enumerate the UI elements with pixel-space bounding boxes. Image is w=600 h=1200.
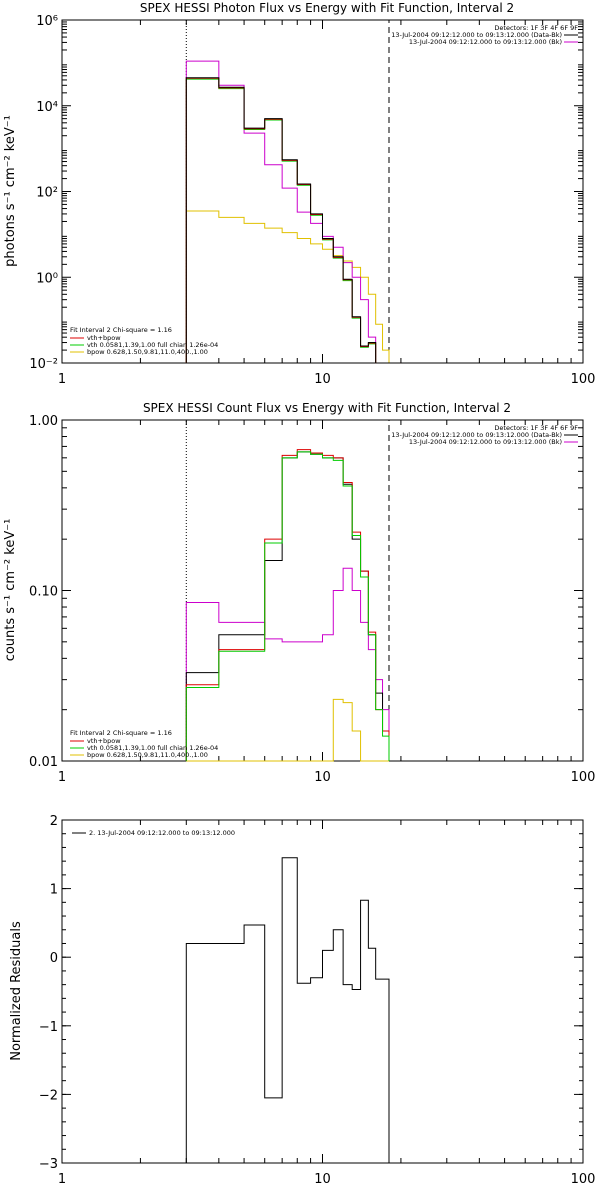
count-panel: SPEX HESSI Count Flux vs Energy with Fit… [3, 401, 595, 785]
photon-legend-header: Detectors: 1F 3F 4F 6F 9F [494, 24, 578, 32]
residuals-xtick-label: 1 [58, 1172, 66, 1187]
residuals-ylabel: Normalized Residuals [9, 921, 24, 1061]
photon-xtick-label: 100 [571, 372, 596, 387]
photon-fit-header: Fit Interval 2 Chi-square = 1.16 [70, 326, 172, 334]
count-x-axis: 1 10 100 [58, 420, 596, 785]
count-xtick-label: 100 [571, 770, 596, 785]
residuals-x-axis: 1 10 100 [58, 820, 596, 1187]
count-series-data [185, 451, 390, 761]
residuals-panel: Normalized Residuals 1 10 100 −3 −2 −1 0 1 2 2.… [9, 814, 595, 1187]
photon-ylabel: photons s⁻¹ cm⁻² keV⁻¹ [3, 115, 18, 267]
residuals-xtick-label: 100 [571, 1172, 596, 1187]
photon-fit-item-total: vth+bpow [87, 334, 121, 342]
photon-xtick-label: 10 [314, 372, 331, 387]
count-series-background [185, 567, 390, 761]
residuals-ytick-label: −1 [39, 1020, 58, 1035]
photon-ytick-label: 10⁴ [36, 100, 58, 115]
count-fit-legend: Fit Interval 2 Chi-square = 1.16 vth+bpo… [70, 729, 218, 759]
count-xtick-label: 10 [314, 770, 331, 785]
photon-plot-frame [61, 19, 584, 364]
photon-title: SPEX HESSI Photon Flux vs Energy with Fi… [140, 1, 514, 15]
photon-panel: SPEX HESSI Photon Flux vs Energy with Fi… [3, 1, 595, 387]
count-series [185, 449, 390, 762]
residuals-ytick-label: −3 [39, 1157, 58, 1172]
count-legend-header: Detectors: 1F 3F 4F 6F 9F [494, 424, 578, 432]
residuals-ytick-label: −2 [39, 1088, 58, 1103]
residuals-series-data [185, 857, 390, 1163]
residuals-ytick-label: 2 [50, 814, 58, 829]
photon-series-bpow [185, 210, 401, 364]
photon-series-data [185, 77, 401, 364]
residuals-ytick-label: 1 [50, 883, 58, 898]
photon-ytick-label: 10⁶ [36, 14, 58, 29]
count-legend-entry-data: 13-Jul-2004 09:12:12.000 to 09:13:12.000… [391, 431, 562, 439]
residuals-y-axis: −3 −2 −1 0 1 2 [39, 814, 583, 1172]
count-series-vth [185, 451, 390, 761]
count-title: SPEX HESSI Count Flux vs Energy with Fit… [143, 401, 511, 415]
count-series-total [185, 449, 390, 761]
residuals-series [185, 857, 390, 1163]
count-fit-item-total: vth+bpow [87, 737, 121, 745]
count-legend: Detectors: 1F 3F 4F 6F 9F 13-Jul-2004 09… [391, 424, 578, 446]
count-ytick-label: 0.01 [29, 755, 58, 770]
photon-legend-entry-bk: 13-Jul-2004 09:12:12.000 to 09:13:12.000… [409, 38, 562, 46]
residuals-legend-entry: 2. 13-Jul-2004 09:12:12.000 to 09:13:12.… [89, 829, 235, 837]
count-legend-entry-bk: 13-Jul-2004 09:12:12.000 to 09:13:12.000… [409, 438, 562, 446]
residuals-ytick-label: 0 [50, 951, 58, 966]
photon-fit-item-bpow: bpow 0.628,1.50,9.81,11.0,400.,1.00 [87, 348, 208, 356]
photon-xtick-label: 1 [58, 372, 66, 387]
residuals-plot-frame [61, 819, 584, 1164]
count-ylabel: counts s⁻¹ cm⁻² keV⁻¹ [3, 519, 18, 662]
photon-range-markers [185, 20, 390, 363]
photon-legend-entry-data: 13-Jul-2004 09:12:12.000 to 09:13:12.000… [391, 31, 562, 39]
count-plot-frame [61, 419, 584, 762]
count-fit-header: Fit Interval 2 Chi-square = 1.16 [70, 729, 172, 737]
photon-y-axis: 10⁻² 10⁰ 10² 10⁴ 10⁶ [29, 14, 583, 372]
count-range-markers [185, 420, 390, 761]
count-fit-item-bpow: bpow 0.628,1.50,9.81,11.0,400.,1.00 [87, 751, 208, 759]
photon-legend: Detectors: 1F 3F 4F 6F 9F 13-Jul-2004 09… [391, 24, 578, 46]
count-ytick-label: 1.00 [29, 414, 58, 429]
photon-series [185, 60, 401, 364]
photon-ytick-label: 10⁻² [29, 357, 58, 372]
photon-ytick-label: 10² [36, 186, 58, 201]
count-ytick-label: 0.10 [29, 585, 58, 600]
residuals-xtick-label: 10 [314, 1172, 331, 1187]
photon-ytick-label: 10⁰ [36, 271, 58, 286]
photon-fit-legend: Fit Interval 2 Chi-square = 1.16 vth+bpo… [70, 326, 218, 356]
count-y-axis: 0.01 0.10 1.00 [29, 414, 583, 770]
count-series-bpow [186, 698, 389, 762]
photon-fit-item-vth: vth 0.0581,1.39,1.00 full chian 1.26e-04 [87, 341, 218, 349]
count-fit-item-vth: vth 0.0581,1.39,1.00 full chian 1.26e-04 [87, 744, 218, 752]
count-xtick-label: 1 [58, 770, 66, 785]
residuals-legend: 2. 13-Jul-2004 09:12:12.000 to 09:13:12.… [72, 829, 235, 837]
